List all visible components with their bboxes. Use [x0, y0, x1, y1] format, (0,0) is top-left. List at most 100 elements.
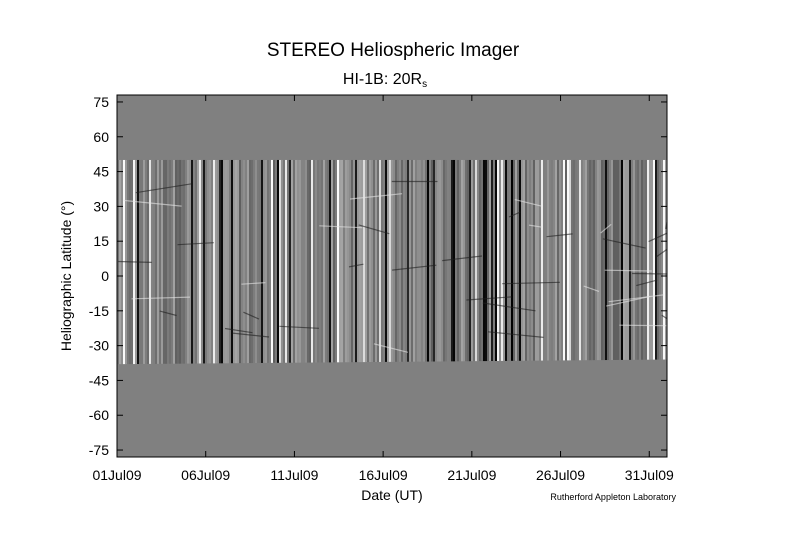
- band-stripe: [527, 159, 530, 361]
- band-stripe: [637, 159, 640, 360]
- band-stripe: [285, 159, 288, 363]
- band-stripe: [299, 159, 302, 363]
- band-stripe: [373, 159, 376, 363]
- band-stripe: [169, 159, 172, 364]
- band-feature: [466, 296, 512, 301]
- band-stripe: [275, 159, 278, 363]
- band-stripe: [459, 159, 462, 362]
- band-stripe: [423, 159, 426, 362]
- band-stripe: [295, 159, 298, 363]
- band-stripe: [415, 159, 418, 362]
- band-stripe: [395, 159, 398, 362]
- band-stripe: [461, 159, 464, 362]
- band-stripe: [585, 159, 588, 361]
- band-stripe: [237, 159, 240, 364]
- band-stripe: [537, 159, 540, 361]
- band-stripe: [313, 159, 316, 363]
- band-stripe: [551, 159, 554, 361]
- band-stripe: [601, 159, 604, 361]
- band-stripe: [431, 159, 434, 362]
- band-stripe: [387, 159, 390, 362]
- band-stripe: [213, 159, 216, 364]
- band-stripe: [635, 159, 638, 360]
- band-stripe: [555, 159, 558, 361]
- band-stripe: [413, 159, 416, 362]
- band-stripe: [549, 159, 552, 361]
- band-stripe: [183, 159, 186, 364]
- band-stripe: [617, 159, 620, 360]
- band-stripe: [199, 159, 202, 364]
- band-stripe: [529, 159, 532, 361]
- band-stripe: [631, 159, 634, 360]
- band-stripe: [329, 159, 332, 363]
- band-stripe: [391, 159, 394, 362]
- band-stripe: [515, 159, 518, 361]
- band-stripe: [287, 159, 290, 363]
- band-stripe: [665, 159, 668, 360]
- band-stripe: [553, 159, 556, 361]
- band-feature: [442, 255, 483, 262]
- band-stripe: [383, 159, 386, 362]
- band-stripe: [589, 159, 592, 361]
- band-feature: [583, 285, 600, 292]
- band-stripe: [487, 159, 490, 362]
- band-stripe: [573, 159, 576, 361]
- band-stripe: [495, 159, 498, 361]
- band-feature: [358, 224, 390, 235]
- band-stripe: [477, 159, 480, 362]
- band-stripe: [375, 159, 378, 362]
- band-stripe: [239, 159, 242, 364]
- band-stripe: [177, 159, 180, 364]
- band-feature: [243, 311, 260, 320]
- band-stripe: [191, 159, 194, 364]
- band-stripe: [647, 159, 650, 360]
- band-stripe: [271, 159, 274, 363]
- band-stripe: [609, 159, 612, 361]
- band-feature: [546, 233, 573, 238]
- band-stripe: [161, 159, 164, 364]
- band-stripe: [623, 159, 626, 360]
- band-stripe: [337, 159, 340, 363]
- band-feature: [123, 199, 182, 207]
- band-feature: [350, 193, 403, 200]
- band-stripe: [153, 159, 156, 364]
- band-stripe: [377, 159, 380, 362]
- band-stripe: [591, 159, 594, 361]
- band-stripe: [587, 159, 590, 361]
- band-stripe: [645, 159, 648, 360]
- band-stripe: [157, 159, 160, 364]
- band-stripe: [575, 159, 578, 361]
- band-stripe: [613, 159, 616, 360]
- band-stripe: [577, 159, 580, 361]
- band-stripe: [531, 159, 534, 361]
- band-stripe: [361, 159, 364, 363]
- band-stripe: [343, 159, 346, 363]
- band-stripe: [367, 159, 370, 363]
- band-feature: [514, 199, 542, 207]
- band-stripe: [499, 159, 502, 361]
- band-feature: [508, 211, 521, 218]
- band-stripe: [359, 159, 362, 363]
- x-axis: 01Jul09 06Jul09 11Jul09 16Jul09 21Jul09 26Jul…: [92, 95, 674, 483]
- band-stripe: [251, 159, 254, 364]
- band-stripe: [261, 159, 264, 363]
- band-stripe: [557, 159, 560, 361]
- band-stripe: [535, 159, 538, 361]
- y-tick-label: -30: [89, 338, 109, 354]
- band-stripe: [583, 159, 586, 361]
- band-stripe: [569, 159, 572, 361]
- band-stripe: [339, 159, 342, 363]
- band-feature: [648, 232, 668, 243]
- band-feature: [608, 294, 664, 303]
- band-stripe: [639, 159, 642, 360]
- credit-label: Rutherford Appleton Laboratory: [550, 492, 676, 502]
- band-stripe: [641, 159, 644, 360]
- band-stripe: [181, 159, 184, 364]
- band-stripe: [321, 159, 324, 363]
- band-stripe: [315, 159, 318, 363]
- band-stripe: [505, 159, 508, 361]
- band-stripe: [163, 159, 166, 364]
- band-stripe: [397, 159, 400, 362]
- band-stripe: [297, 159, 300, 363]
- band-stripe: [267, 159, 270, 363]
